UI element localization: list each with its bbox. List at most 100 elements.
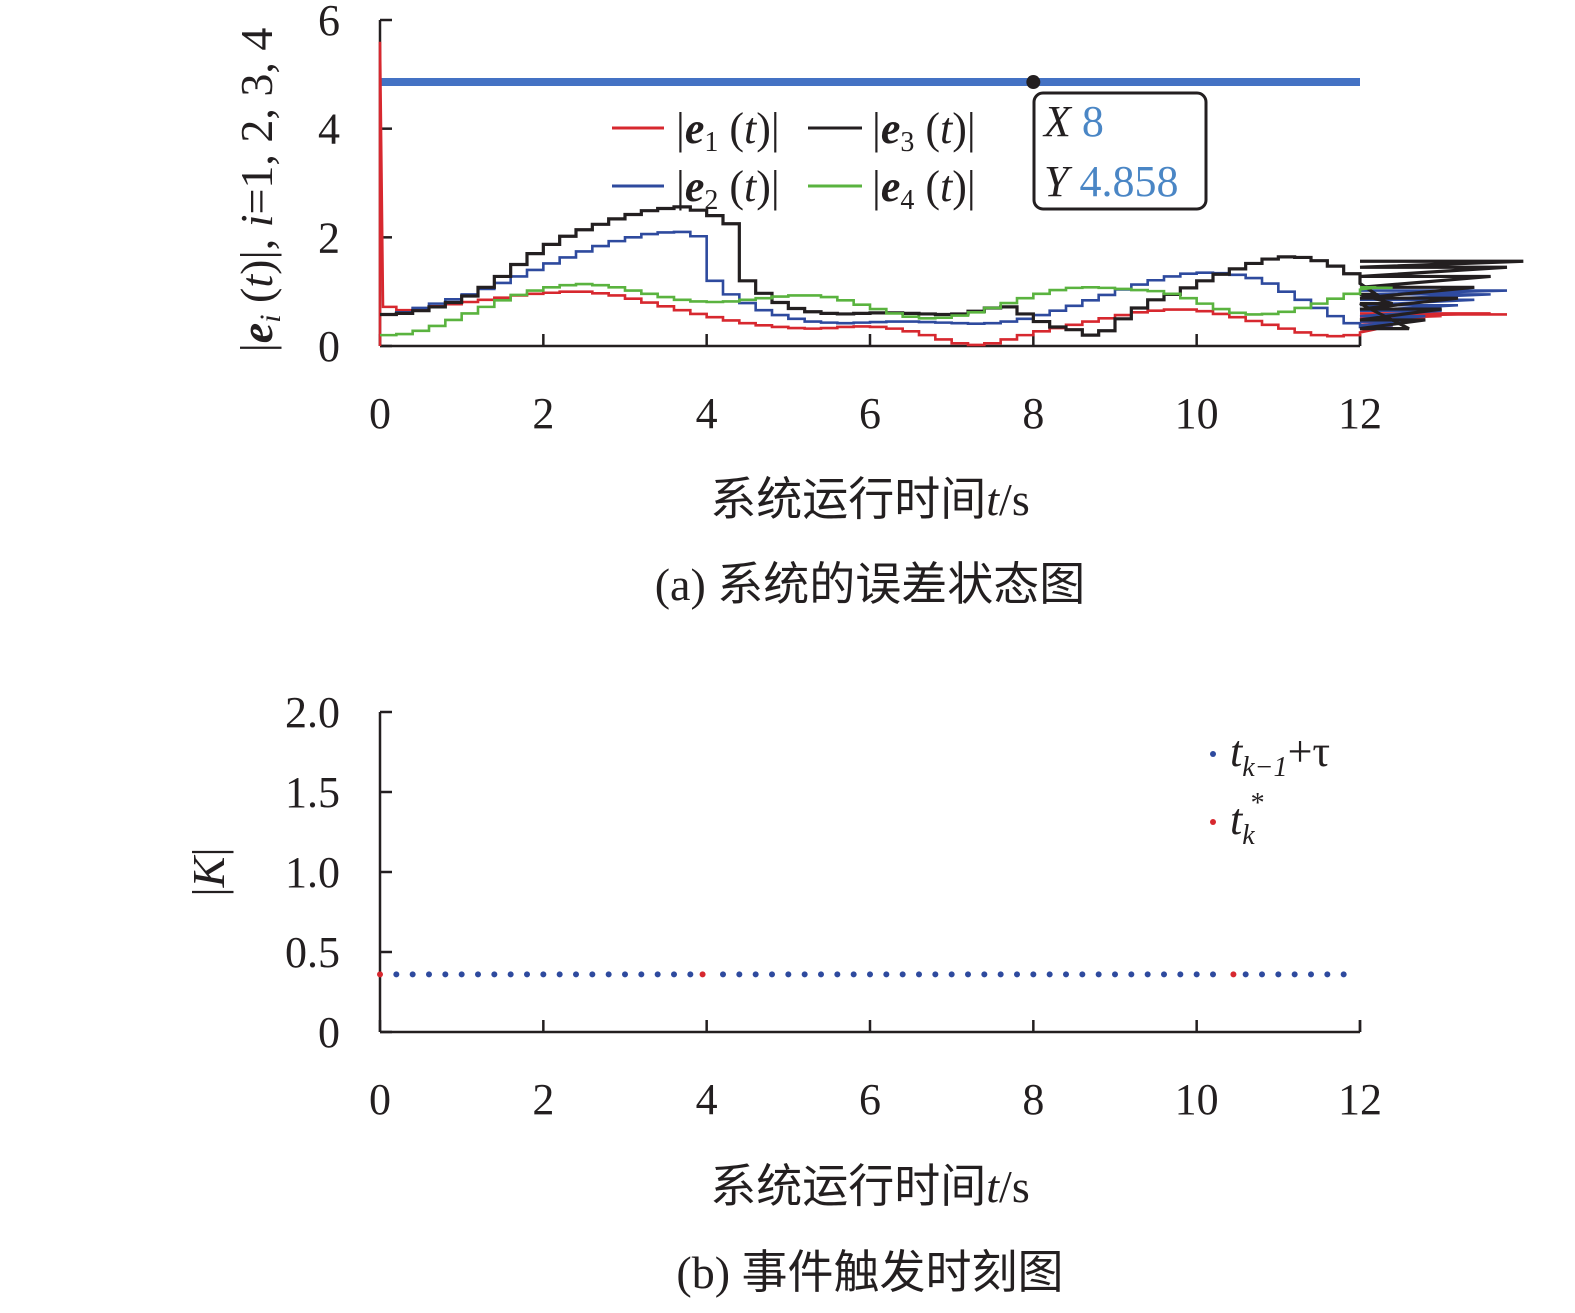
legend-label-e1: |e1 (t)|: [676, 104, 780, 158]
series-line-e1: [378, 41, 1508, 347]
data-tip-x-row: X 8: [1042, 97, 1104, 146]
point-trigger-delay: [458, 971, 465, 978]
x-axis-title-unit: /s: [999, 474, 1030, 525]
chart-a-x-ticks: 0 2 4 6 8 10 12: [369, 334, 1382, 438]
point-trigger-time: [699, 971, 706, 978]
x-tick-label: 8: [1022, 389, 1044, 438]
y-tick-label: 6: [318, 0, 340, 45]
point-trigger-delay: [834, 971, 841, 978]
chart-b-points: [377, 971, 1347, 978]
point-trigger-delay: [638, 971, 645, 978]
chart-a-axes: [378, 20, 1362, 348]
event-trigger-chart: 0 2 4 6 8 10 12 0 0.5 1.0 1.5 2.0 |K| 系统运行时间t/s tk…: [183, 688, 1382, 1298]
legend-marker-trigger-time: [1210, 819, 1216, 825]
data-tip-x-value: 8: [1082, 97, 1104, 146]
y-tick-label: 2: [318, 213, 340, 262]
point-trigger-delay: [1193, 971, 1200, 978]
point-trigger-delay: [1324, 971, 1331, 978]
point-trigger-delay: [491, 971, 498, 978]
point-trigger-delay: [475, 971, 481, 978]
x-tick-label: 2: [532, 1075, 554, 1124]
point-trigger-delay: [1063, 971, 1069, 978]
x-axis-title-var: t: [986, 474, 1000, 525]
point-trigger-delay: [687, 971, 694, 978]
x-tick-label: 6: [859, 1075, 881, 1124]
x-tick-label: 12: [1338, 1075, 1382, 1124]
point-trigger-delay: [1308, 971, 1314, 978]
x-tick-label: 8: [1022, 1075, 1044, 1124]
chart-b-caption: (b) 事件触发时刻图: [676, 1247, 1063, 1298]
point-trigger-delay: [622, 971, 628, 978]
point-trigger-delay: [409, 971, 416, 978]
point-trigger-delay: [981, 971, 988, 978]
x-axis-title-prefix: 系统运行时间: [710, 474, 986, 525]
point-trigger-delay: [1095, 971, 1102, 978]
chart-b-legend: tk−1+τ tk*: [1210, 727, 1330, 851]
point-trigger-delay: [850, 971, 857, 978]
point-trigger-delay: [1340, 971, 1347, 978]
point-trigger-delay: [801, 971, 808, 978]
x-tick-label: 0: [369, 1075, 391, 1124]
x-tick-label: 4: [696, 1075, 718, 1124]
chart-b-y-ticks: 0 0.5 1.0 1.5 2.0: [285, 688, 392, 1057]
x-axis-title-unit: /s: [999, 1161, 1030, 1212]
point-trigger-delay: [426, 971, 432, 978]
point-trigger-delay: [1161, 971, 1167, 978]
point-trigger-delay: [736, 971, 743, 978]
point-trigger-delay: [1144, 971, 1151, 978]
x-tick-label: 4: [696, 389, 718, 438]
y-tick-label: 1.0: [285, 848, 340, 897]
legend-marker-trigger-delay: [1210, 751, 1216, 757]
x-axis-title-prefix: 系统运行时间: [710, 1161, 986, 1212]
y-tick-label: 4: [318, 105, 340, 154]
point-trigger-delay: [867, 971, 873, 978]
x-tick-label: 0: [369, 389, 391, 438]
data-tip-y-label: Y: [1044, 157, 1073, 206]
point-trigger-delay: [769, 971, 775, 978]
legend-label-trigger-time: tk*: [1230, 788, 1265, 851]
data-tip-y-value: 4.858: [1079, 157, 1178, 206]
point-trigger-delay: [671, 971, 677, 978]
chart-b-x-axis-title: 系统运行时间t/s: [710, 1161, 1029, 1212]
series-line-e2: [380, 230, 1508, 329]
legend-label-e3: |e3 (t)|: [872, 104, 976, 158]
legend-label-e2: |e2 (t)|: [676, 162, 780, 216]
point-trigger-delay: [948, 971, 955, 978]
chart-a-y-axis-title: |ei (t)|, i=1, 2, 3, 4: [231, 28, 287, 353]
point-trigger-delay: [1046, 971, 1053, 978]
point-trigger-delay: [932, 971, 939, 978]
data-tip-y-row: Y 4.858: [1044, 157, 1178, 206]
point-trigger-delay: [883, 971, 890, 978]
chart-b-axes: [378, 712, 1362, 1034]
point-trigger-delay: [573, 971, 579, 978]
chart-a-x-axis-title: 系统运行时间t/s: [710, 474, 1029, 525]
x-tick-label: 2: [532, 389, 554, 438]
point-trigger-delay: [1291, 971, 1298, 978]
point-trigger-delay: [556, 971, 563, 978]
legend-label-trigger-delay: tk−1+τ: [1230, 727, 1330, 783]
point-trigger-delay: [1030, 971, 1037, 978]
chart-a-caption: (a) 系统的误差状态图: [655, 559, 1086, 610]
data-tip-x-label: X: [1042, 97, 1073, 146]
point-trigger-delay: [1177, 971, 1184, 978]
point-trigger-delay: [589, 971, 596, 978]
chart-a-legend: |e1 (t)| |e3 (t)| |e2 (t)| |e4 (t)|: [612, 104, 976, 216]
point-trigger-delay: [785, 971, 792, 978]
point-trigger-delay: [1210, 971, 1216, 978]
point-trigger-delay: [720, 971, 726, 978]
x-tick-label: 6: [859, 389, 881, 438]
point-trigger-delay: [393, 971, 400, 978]
chart-b-x-ticks: 0 2 4 6 8 10 12: [369, 1020, 1382, 1124]
chart-a-series: [378, 41, 1524, 347]
point-trigger-time: [377, 971, 383, 978]
point-trigger-delay: [1259, 971, 1265, 978]
data-tip[interactable]: X 8 Y 4.858: [1026, 75, 1208, 211]
legend-label-e4: |e4 (t)|: [872, 162, 976, 216]
series-line-e3: [380, 205, 1524, 337]
point-trigger-delay: [1128, 971, 1135, 978]
point-trigger-delay: [1079, 971, 1086, 978]
point-trigger-delay: [507, 971, 514, 978]
data-tip-marker[interactable]: [1026, 75, 1041, 90]
point-trigger-delay: [540, 971, 547, 978]
